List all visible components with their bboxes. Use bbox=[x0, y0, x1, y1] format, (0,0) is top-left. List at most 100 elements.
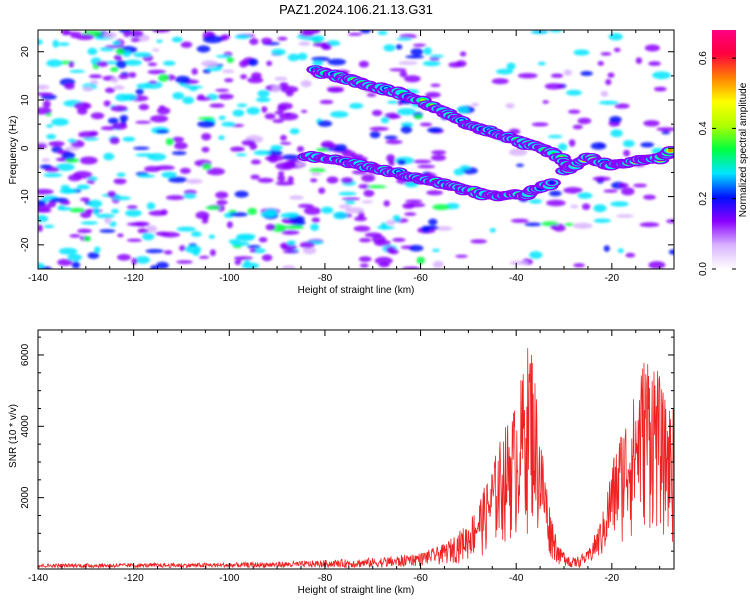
spectrogram-noise-blob bbox=[147, 69, 167, 75]
spectrogram-noise-blob bbox=[643, 120, 660, 127]
spectrogram-noise-blob bbox=[300, 36, 320, 41]
y-tick-label: -10 bbox=[20, 189, 31, 204]
spectrogram-noise-blob bbox=[182, 96, 195, 105]
spectrogram-noise-blob bbox=[79, 156, 98, 165]
spectrogram-y-axis: -20 -10 0 10 20 bbox=[20, 46, 674, 270]
spectrogram-noise-blob bbox=[133, 146, 150, 150]
spectrogram-noise-blob bbox=[607, 72, 615, 78]
spectrogram-noise-blob bbox=[64, 83, 75, 90]
spectrogram-noise-blob bbox=[80, 210, 92, 219]
spectrogram-noise-blob bbox=[625, 252, 636, 258]
colorbar-label: Normalized spectral amplitude bbox=[738, 82, 749, 217]
spectrogram-noise-blob bbox=[202, 215, 209, 222]
spectrogram-noise-blob bbox=[341, 197, 360, 201]
spectrogram-noise-blob bbox=[363, 189, 375, 197]
spectrogram-noise-blob bbox=[359, 263, 369, 268]
spectrogram-noise-blob bbox=[317, 120, 333, 127]
spectrogram-noise-blob bbox=[83, 137, 99, 141]
spectrogram-noise-blob bbox=[38, 199, 47, 207]
spectrogram-noise-blob bbox=[327, 58, 346, 66]
spectrogram-noise-blob bbox=[531, 122, 549, 127]
spectrogram-noise-blob bbox=[471, 102, 479, 107]
spectrogram-noise-blob bbox=[148, 210, 167, 216]
spectrogram-noise-blob bbox=[384, 135, 398, 140]
spectrogram-noise-blob bbox=[563, 69, 573, 76]
x-tick-label: -120 bbox=[124, 273, 144, 284]
spectrogram-noise-blob bbox=[398, 61, 418, 65]
spectrogram-noise-blob bbox=[176, 260, 193, 264]
spectrogram-noise-blob bbox=[260, 211, 277, 218]
spectrogram-noise-blob bbox=[333, 211, 348, 220]
spectrogram-noise-blob bbox=[289, 128, 300, 135]
spectrogram-noise-blob bbox=[549, 30, 563, 33]
spectrogram-noise-blob bbox=[517, 73, 538, 79]
spectrogram-noise-blob bbox=[402, 266, 421, 269]
spectrogram-noise-blob bbox=[163, 250, 173, 255]
spectrogram-noise-blob bbox=[184, 245, 202, 254]
spectrogram-noise-blob bbox=[69, 69, 85, 73]
spectrogram-noise-blob bbox=[137, 228, 149, 234]
spectrogram-noise-blob bbox=[549, 224, 558, 230]
spectrogram-noise-blob bbox=[371, 109, 383, 117]
spectrogram-noise-blob bbox=[298, 41, 311, 46]
spectrogram-noise-blob bbox=[530, 30, 548, 35]
spectrogram-noise-blob bbox=[161, 171, 177, 178]
spectrogram-noise-blob bbox=[509, 260, 529, 265]
colorbar-gradient bbox=[712, 30, 736, 269]
x-tick-label: -100 bbox=[219, 273, 239, 284]
spectrogram-noise-blob bbox=[208, 234, 216, 239]
spectrogram-noise-blob bbox=[75, 33, 95, 41]
spectrogram-noise-blob bbox=[156, 39, 163, 43]
spectrogram-noise-blob bbox=[83, 236, 92, 242]
spectrogram-noise-blob bbox=[590, 142, 607, 150]
spectrogram-noise-blob bbox=[111, 208, 120, 214]
y-tick-label: 10 bbox=[20, 94, 31, 106]
spectrogram-noise-blob bbox=[116, 172, 126, 177]
spectrogram-noise-blob bbox=[146, 225, 158, 233]
spectrogram-noise-blob bbox=[168, 176, 188, 183]
spectrogram-noise-blob bbox=[401, 122, 414, 127]
spectrogram-noise-blob bbox=[347, 32, 363, 36]
spectrogram-noise-blob bbox=[247, 58, 259, 66]
colorbar-tick-label: 0.0 bbox=[698, 262, 709, 276]
spectrogram-noise-blob bbox=[311, 56, 330, 62]
spectrogram-noise-blob bbox=[89, 74, 102, 79]
spectrogram-noise-blob bbox=[58, 42, 70, 46]
spectrogram-noise-blob bbox=[312, 60, 323, 67]
spectrogram-noise-blob bbox=[38, 39, 43, 45]
spectrogram-noise-blob bbox=[600, 90, 609, 97]
spectrogram-noise-blob bbox=[46, 59, 63, 67]
spectrogram-noise-blob bbox=[230, 241, 250, 246]
spectrogram-noise-blob bbox=[111, 123, 128, 130]
spectrogram-noise-blob bbox=[296, 146, 305, 153]
spectrogram-noise-blob bbox=[280, 134, 287, 141]
spectrogram-marks bbox=[38, 30, 674, 269]
spectrogram-noise-blob bbox=[410, 48, 424, 56]
spectrogram-noise-blob bbox=[257, 90, 270, 98]
spectrogram-noise-blob bbox=[42, 100, 51, 108]
colorbar-ticks: 0.0 0.2 0.4 0.6 bbox=[698, 51, 736, 276]
spectrogram-noise-blob bbox=[577, 192, 593, 199]
snr-panel: -140 -120 -100 -80 -60 -40 -20 2000 4000 6000 He… bbox=[8, 329, 675, 596]
spectrogram-noise-blob bbox=[89, 130, 99, 136]
y-tick-label: 20 bbox=[20, 46, 31, 58]
spectrogram-noise-blob bbox=[406, 202, 426, 208]
spectrogram-noise-blob bbox=[67, 174, 82, 182]
spectrogram-noise-blob bbox=[110, 105, 128, 112]
spectrogram-noise-blob bbox=[152, 30, 171, 33]
spectrogram-noise-blob bbox=[135, 153, 156, 157]
spectrogram-noise-blob bbox=[668, 249, 674, 255]
y-tick-label: 0 bbox=[20, 145, 31, 151]
spectrogram-noise-blob bbox=[201, 220, 209, 224]
figure-title: PAZ1.2024.106.21.13.G31 bbox=[279, 2, 433, 17]
spectrogram-noise-blob bbox=[270, 145, 283, 151]
spectrogram-noise-blob bbox=[202, 35, 223, 44]
spectrogram-background bbox=[38, 30, 674, 269]
spectrogram-noise-blob bbox=[250, 174, 260, 180]
spectrogram-noise-blob bbox=[241, 262, 259, 269]
spectrogram-noise-blob bbox=[126, 222, 146, 226]
spectrogram-noise-blob bbox=[399, 34, 417, 39]
spectrogram-noise-blob bbox=[280, 212, 298, 219]
spectrogram-noise-blob bbox=[287, 53, 300, 62]
spectrogram-noise-blob bbox=[354, 216, 367, 222]
